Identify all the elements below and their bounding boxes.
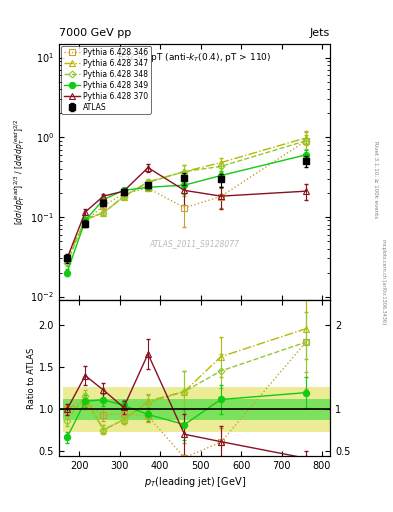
Pythia 6.428 370: [101, 193, 106, 199]
Pythia 6.428 347: [101, 210, 106, 216]
Pythia 6.428 346: [83, 218, 88, 224]
Pythia 6.428 348: [182, 168, 187, 175]
Text: mcplots.cern.ch [arXiv:1306.3436]: mcplots.cern.ch [arXiv:1306.3436]: [381, 239, 386, 324]
Pythia 6.428 348: [303, 138, 308, 144]
Pythia 6.428 349: [101, 197, 106, 203]
Text: Jets: Jets: [310, 28, 330, 38]
Y-axis label: Ratio to ATLAS: Ratio to ATLAS: [27, 347, 36, 409]
Pythia 6.428 349: [146, 184, 151, 190]
Pythia 6.428 349: [121, 187, 126, 194]
Pythia 6.428 370: [121, 188, 126, 194]
Y-axis label: $[d\sigma/dp_T^{lead}]^{2/3}$ / $[d\sigma/dp_T^{lead}]^{2/2}$: $[d\sigma/dp_T^{lead}]^{2/3}$ / $[d\sigm…: [13, 119, 28, 225]
Pythia 6.428 349: [303, 152, 308, 158]
Pythia 6.428 346: [146, 185, 151, 191]
Text: Rivet 3.1.10, ≥ 100k events: Rivet 3.1.10, ≥ 100k events: [373, 141, 378, 218]
Pythia 6.428 370: [65, 255, 70, 262]
Pythia 6.428 347: [303, 135, 308, 141]
Pythia 6.428 346: [65, 255, 70, 262]
Pythia 6.428 347: [182, 168, 187, 175]
Pythia 6.428 348: [65, 261, 70, 267]
Pythia 6.428 346: [303, 138, 308, 144]
Pythia 6.428 347: [219, 160, 223, 166]
Pythia 6.428 347: [146, 179, 151, 185]
Pythia 6.428 348: [121, 194, 126, 200]
Legend: Pythia 6.428 346, Pythia 6.428 347, Pythia 6.428 348, Pythia 6.428 349, Pythia 6: Pythia 6.428 346, Pythia 6.428 347, Pyth…: [61, 46, 151, 114]
Pythia 6.428 370: [303, 188, 308, 194]
Line: Pythia 6.428 349: Pythia 6.428 349: [64, 152, 309, 275]
Pythia 6.428 346: [101, 203, 106, 209]
Pythia 6.428 346: [121, 190, 126, 197]
X-axis label: $p_T$(leading jet) [GeV]: $p_T$(leading jet) [GeV]: [143, 475, 246, 489]
Pythia 6.428 370: [83, 209, 88, 215]
Pythia 6.428 349: [182, 182, 187, 188]
Pythia 6.428 349: [83, 218, 88, 224]
Text: ATLAS_2011_S9128077: ATLAS_2011_S9128077: [149, 239, 240, 248]
Pythia 6.428 349: [219, 173, 223, 179]
Pythia 6.428 347: [65, 255, 70, 262]
Pythia 6.428 348: [83, 216, 88, 222]
Pythia 6.428 370: [182, 187, 187, 194]
Line: Pythia 6.428 370: Pythia 6.428 370: [64, 164, 309, 262]
Pythia 6.428 348: [146, 179, 151, 185]
Pythia 6.428 349: [65, 269, 70, 275]
Pythia 6.428 370: [219, 193, 223, 199]
Pythia 6.428 348: [101, 210, 106, 216]
Text: 7000 GeV pp: 7000 GeV pp: [59, 28, 131, 38]
Pythia 6.428 347: [83, 217, 88, 223]
Text: R32 vs pT (anti-$k_T$(0.4), pT > 110): R32 vs pT (anti-$k_T$(0.4), pT > 110): [118, 51, 272, 64]
Line: Pythia 6.428 347: Pythia 6.428 347: [64, 135, 309, 262]
Pythia 6.428 346: [219, 194, 223, 200]
Pythia 6.428 370: [146, 164, 151, 170]
Pythia 6.428 348: [219, 163, 223, 169]
Pythia 6.428 346: [182, 205, 187, 211]
Line: Pythia 6.428 348: Pythia 6.428 348: [64, 138, 308, 266]
Line: Pythia 6.428 346: Pythia 6.428 346: [64, 138, 309, 262]
Pythia 6.428 347: [121, 194, 126, 200]
